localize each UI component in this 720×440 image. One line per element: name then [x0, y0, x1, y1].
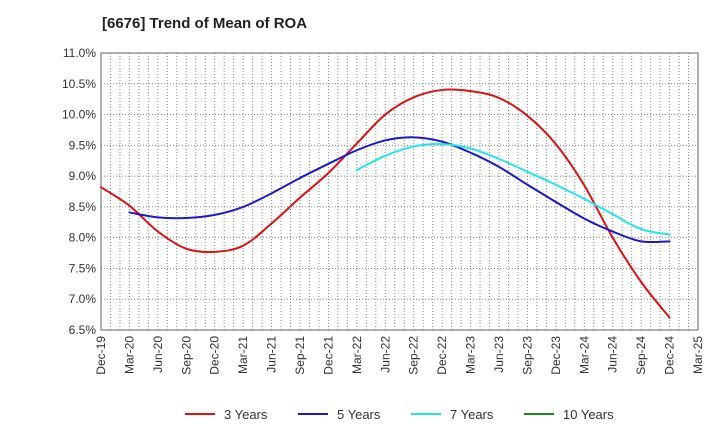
x-tick-label: Dec-24 [663, 336, 677, 375]
y-tick-label: 8.5% [69, 200, 97, 214]
x-tick-label: Sep-22 [407, 336, 421, 375]
y-tick-label: 11.0% [63, 46, 96, 60]
x-tick-label: Jun-22 [378, 336, 392, 373]
chart-title: [6676] Trend of Mean of ROA [102, 15, 308, 32]
x-tick-label: Sep-20 [179, 336, 193, 375]
legend-item-7-years: 7 Years [411, 407, 494, 422]
series-line-5-years [128, 136, 671, 244]
x-tick-label: Mar-25 [691, 336, 705, 374]
legend-label: 10 Years [563, 407, 614, 422]
legend: 3 Years 5 Years 7 Years 10 Years [185, 407, 614, 422]
x-tick-label: Dec-23 [549, 336, 563, 375]
series-line-7-years [355, 143, 671, 236]
x-tick-label: Sep-24 [634, 336, 648, 375]
x-tick-label: Jun-21 [265, 336, 279, 373]
legend-item-5-years: 5 Years [298, 407, 381, 422]
y-tick-label: 10.5% [62, 77, 96, 91]
axis-layer: 6.5% 7.0% 7.5% 8.0% 8.5% 9.0% 9.5% 10.0% 10.5% 11… [62, 46, 705, 375]
legend-label: 7 Years [450, 407, 494, 422]
grid-layer [101, 53, 698, 330]
x-tick-label: Jun-24 [606, 336, 620, 373]
y-tick-label: 8.0% [69, 231, 97, 245]
legend-item-3-years: 3 Years [185, 407, 268, 422]
y-tick-label: 7.5% [69, 261, 97, 275]
y-tick-label: 9.5% [69, 138, 97, 152]
y-tick-label: 6.5% [69, 323, 97, 337]
x-tick-label: Mar-24 [577, 336, 591, 374]
plot-frame [100, 52, 699, 331]
x-tick-label: Sep-21 [293, 336, 307, 375]
y-tick-label: 10.0% [62, 108, 96, 122]
x-tick-label: Mar-23 [464, 336, 478, 374]
x-tick-label: Mar-22 [350, 336, 364, 374]
legend-label: 3 Years [224, 407, 268, 422]
legend-label: 5 Years [337, 407, 381, 422]
y-tick-label: 7.0% [69, 292, 97, 306]
x-tick-label: Dec-21 [321, 336, 335, 375]
series-layer [100, 88, 671, 319]
series-line-3-years [100, 88, 671, 319]
x-tick-label: Mar-21 [236, 336, 250, 374]
x-tick-label: Jun-23 [492, 336, 506, 373]
x-tick-label: Jun-20 [151, 336, 165, 373]
y-tick-label: 9.0% [69, 169, 97, 183]
x-tick-label: Mar-20 [122, 336, 136, 374]
x-tick-label: Sep-23 [520, 336, 534, 375]
x-tick-label: Dec-20 [208, 336, 222, 375]
legend-item-10-years: 10 Years [524, 407, 614, 422]
x-tick-label: Dec-19 [94, 336, 108, 375]
x-tick-label: Dec-22 [435, 336, 449, 375]
